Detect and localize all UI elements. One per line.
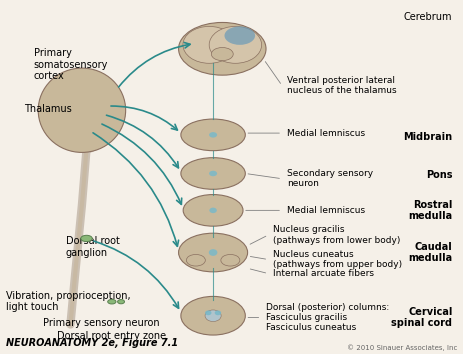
Ellipse shape	[209, 171, 217, 176]
Text: Dorsal (posterior) columns:
Fasciculus gracilis
Fasciculus cuneatus: Dorsal (posterior) columns: Fasciculus g…	[266, 303, 389, 332]
Text: Primary
somatosensory
cortex: Primary somatosensory cortex	[34, 48, 108, 81]
Text: Ventral posterior lateral
nucleus of the thalamus: Ventral posterior lateral nucleus of the…	[287, 76, 396, 95]
Ellipse shape	[221, 255, 240, 266]
Ellipse shape	[179, 233, 248, 272]
Ellipse shape	[205, 310, 212, 315]
Text: Nucleus gracilis
(pathways from lower body): Nucleus gracilis (pathways from lower bo…	[273, 225, 400, 245]
Ellipse shape	[81, 235, 92, 242]
Text: Secondary sensory
neuron: Secondary sensory neuron	[287, 169, 373, 188]
Text: Cerebrum: Cerebrum	[404, 12, 452, 22]
Text: Internal arcuate fibers: Internal arcuate fibers	[273, 269, 374, 278]
Text: NEUROANATOMY 2e, Figure 7.1: NEUROANATOMY 2e, Figure 7.1	[6, 338, 178, 348]
Text: Rostral
medulla: Rostral medulla	[408, 200, 452, 221]
Ellipse shape	[186, 255, 205, 266]
Text: Dorsal root entry zone: Dorsal root entry zone	[56, 331, 166, 341]
Ellipse shape	[215, 310, 221, 315]
Text: Dorsal root
ganglion: Dorsal root ganglion	[66, 236, 120, 258]
Text: Medial lemniscus: Medial lemniscus	[287, 206, 365, 215]
Ellipse shape	[209, 27, 262, 63]
Ellipse shape	[181, 296, 245, 335]
Ellipse shape	[205, 310, 221, 321]
Text: Pons: Pons	[426, 170, 452, 180]
Ellipse shape	[183, 195, 243, 226]
Ellipse shape	[38, 68, 125, 153]
Text: Midbrain: Midbrain	[403, 132, 452, 142]
Ellipse shape	[108, 299, 116, 304]
Ellipse shape	[212, 47, 233, 61]
Ellipse shape	[225, 27, 255, 45]
Ellipse shape	[209, 249, 218, 256]
Ellipse shape	[209, 132, 217, 138]
Ellipse shape	[183, 27, 235, 63]
Text: Thalamus: Thalamus	[25, 103, 72, 114]
Ellipse shape	[118, 299, 125, 304]
Text: © 2010 Sinauer Associates, Inc: © 2010 Sinauer Associates, Inc	[347, 344, 457, 351]
Text: Medial lemniscus: Medial lemniscus	[287, 129, 365, 138]
Text: Caudal
medulla: Caudal medulla	[408, 242, 452, 263]
Text: Nucleus cuneatus
(pathways from upper body): Nucleus cuneatus (pathways from upper bo…	[273, 250, 402, 269]
Text: Primary sensory neuron: Primary sensory neuron	[43, 318, 159, 328]
Ellipse shape	[181, 119, 245, 151]
Ellipse shape	[209, 312, 217, 319]
Text: Cervical
spinal cord: Cervical spinal cord	[391, 307, 452, 328]
Ellipse shape	[181, 158, 245, 189]
Ellipse shape	[209, 207, 217, 213]
Ellipse shape	[179, 22, 266, 75]
Text: Vibration, proprioception,
light touch: Vibration, proprioception, light touch	[6, 291, 131, 313]
